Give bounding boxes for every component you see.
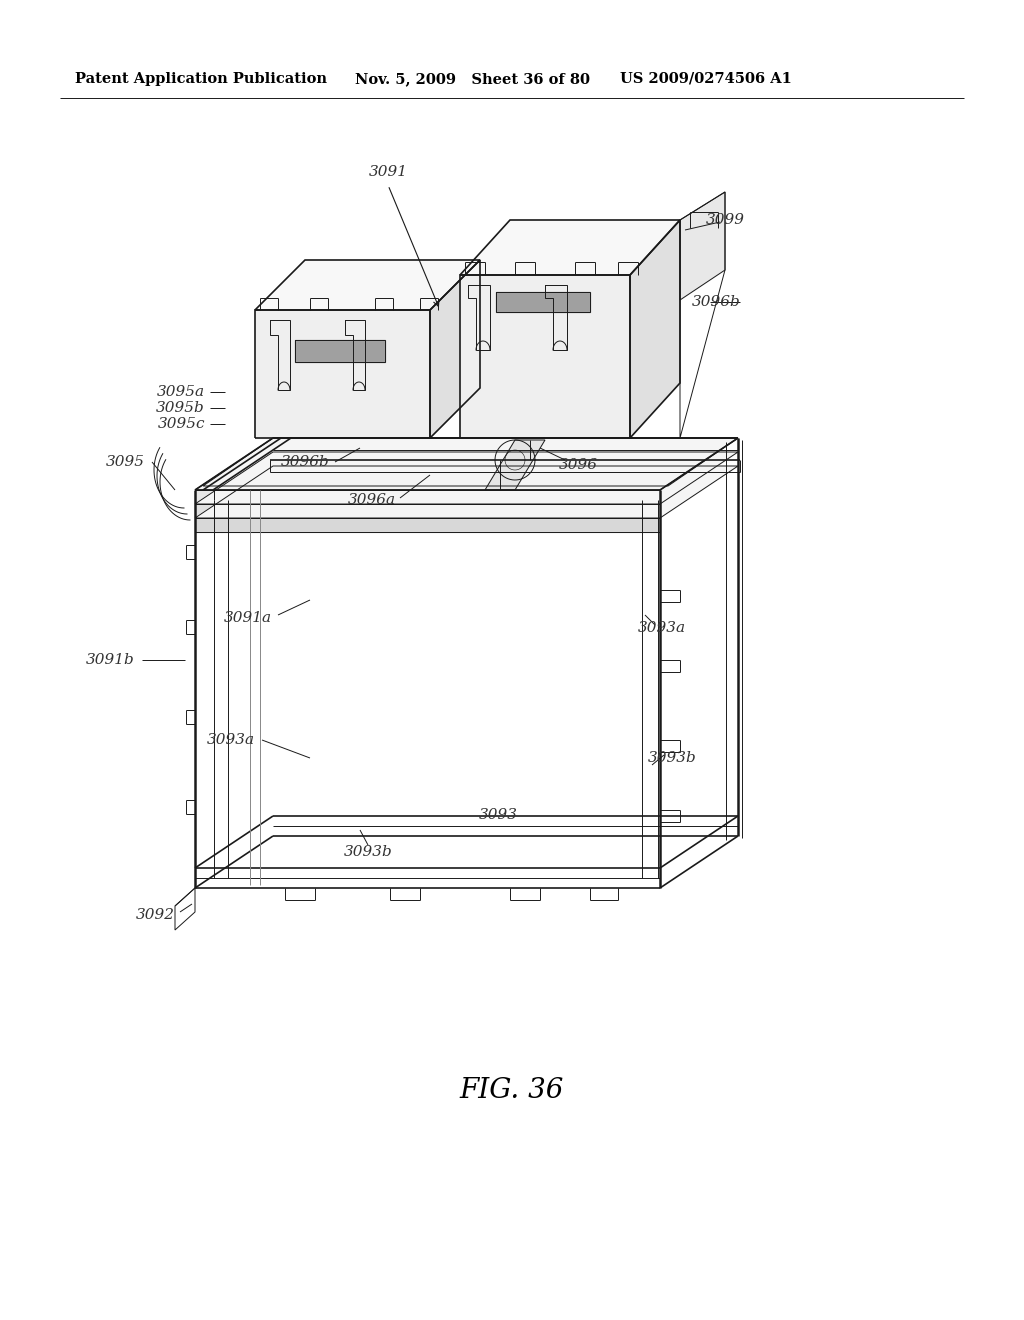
Text: 3095b: 3095b — [157, 401, 205, 414]
Text: 3096b: 3096b — [282, 455, 330, 469]
Text: 3093a: 3093a — [638, 620, 686, 635]
Text: 3095a: 3095a — [157, 385, 205, 399]
Text: 3091: 3091 — [369, 165, 408, 180]
Text: 3092: 3092 — [136, 908, 175, 921]
Text: 3099: 3099 — [706, 213, 744, 227]
Text: 3091a: 3091a — [224, 611, 272, 624]
Polygon shape — [195, 504, 660, 517]
Polygon shape — [195, 438, 738, 490]
Polygon shape — [460, 220, 680, 275]
Polygon shape — [195, 466, 738, 517]
Text: US 2009/0274506 A1: US 2009/0274506 A1 — [620, 73, 792, 86]
Polygon shape — [195, 490, 660, 504]
Text: 3096: 3096 — [558, 458, 597, 473]
Text: 3093: 3093 — [478, 808, 517, 822]
Polygon shape — [195, 517, 660, 532]
Text: 3093a: 3093a — [207, 733, 255, 747]
Text: 3095c: 3095c — [158, 417, 205, 432]
Polygon shape — [255, 260, 480, 310]
Polygon shape — [195, 451, 738, 504]
Text: 3095: 3095 — [106, 455, 145, 469]
Polygon shape — [255, 310, 430, 438]
Text: 3093b: 3093b — [647, 751, 696, 766]
Polygon shape — [295, 341, 385, 362]
Polygon shape — [630, 220, 680, 438]
Text: 3096b: 3096b — [691, 294, 740, 309]
Text: Nov. 5, 2009   Sheet 36 of 80: Nov. 5, 2009 Sheet 36 of 80 — [355, 73, 590, 86]
Text: 3091b: 3091b — [86, 653, 135, 667]
Polygon shape — [460, 275, 630, 438]
Text: 3096a: 3096a — [348, 492, 396, 507]
Text: FIG. 36: FIG. 36 — [460, 1077, 564, 1104]
Polygon shape — [203, 438, 738, 486]
Polygon shape — [430, 260, 480, 438]
Text: Patent Application Publication: Patent Application Publication — [75, 73, 327, 86]
Polygon shape — [680, 191, 725, 300]
Polygon shape — [496, 292, 590, 312]
Polygon shape — [485, 440, 545, 490]
Text: 3093b: 3093b — [344, 845, 392, 859]
